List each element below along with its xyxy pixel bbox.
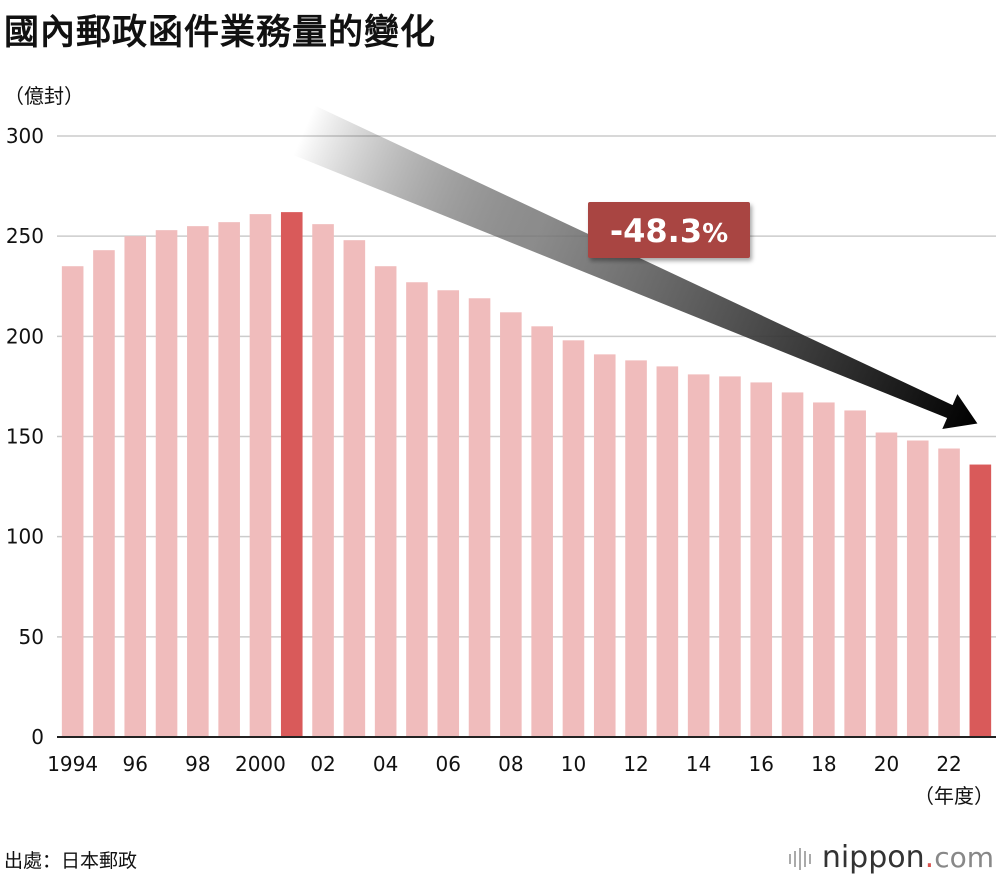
bar	[374, 266, 397, 737]
change-badge-bg	[588, 202, 750, 258]
x-tick-label: 20	[874, 752, 899, 776]
x-axis-ticks: 1994 96 98 2000 02 04 06 08 10 12 14 16 18 20 22	[47, 752, 962, 776]
bar	[437, 290, 460, 737]
y-tick-label: 300	[6, 124, 44, 148]
x-tick-label: 02	[310, 752, 335, 776]
bar	[687, 374, 710, 737]
bar	[155, 230, 178, 737]
bar	[875, 432, 898, 737]
bar	[531, 326, 553, 737]
bar	[656, 366, 679, 737]
change-value: -48.3	[610, 212, 702, 250]
x-tick-label: 14	[686, 752, 711, 776]
bar	[61, 266, 84, 737]
bar	[187, 226, 209, 737]
brand-mark-icon	[788, 840, 814, 875]
bar	[593, 354, 616, 737]
bar	[750, 382, 773, 737]
x-tick-label: 16	[749, 752, 774, 776]
change-badge: -48.3%	[588, 202, 750, 258]
bar	[93, 250, 115, 737]
x-tick-label: 12	[623, 752, 648, 776]
x-tick-label: 96	[123, 752, 148, 776]
x-axis-unit-label: （年度）	[914, 784, 994, 808]
bar	[218, 222, 240, 738]
source-note: 出處：日本郵政	[4, 850, 138, 872]
y-tick-label: 250	[6, 224, 44, 248]
y-axis-unit-label: （億封）	[4, 84, 84, 108]
bar	[781, 392, 804, 737]
change-percent-sign: %	[702, 219, 728, 249]
bar-highlighted	[969, 464, 992, 737]
change-badge-label: -48.3%	[610, 212, 728, 250]
bar	[406, 282, 428, 737]
x-tick-label: 08	[498, 752, 523, 776]
x-tick-label: 1994	[47, 752, 98, 776]
y-tick-label: 50	[19, 625, 44, 649]
y-tick-label: 0	[31, 725, 44, 749]
bar	[124, 236, 147, 737]
x-tick-label: 98	[185, 752, 210, 776]
x-tick-label: 18	[811, 752, 836, 776]
grid-lines	[57, 135, 996, 638]
bar	[844, 410, 866, 737]
brand-dot: .	[924, 840, 935, 875]
brand-name: nippon	[821, 840, 925, 875]
x-tick-label: 04	[373, 752, 398, 776]
bar	[813, 402, 835, 737]
bar	[468, 298, 491, 737]
x-tick-label: 22	[936, 752, 961, 776]
bar	[562, 340, 585, 737]
y-tick-label: 150	[6, 425, 44, 449]
bar	[249, 214, 272, 737]
trend-arrow	[293, 105, 978, 430]
x-tick-label: 06	[436, 752, 461, 776]
bar-highlighted	[280, 212, 303, 738]
y-tick-label: 200	[6, 324, 44, 348]
bars	[57, 212, 996, 738]
brand-logo: nippon. com	[788, 840, 994, 875]
y-axis-ticks: 0 50 100 150 200 250 300	[6, 124, 44, 749]
chart-title: 國內郵政函件業務量的變化	[4, 13, 437, 53]
brand-tld: com	[934, 841, 994, 874]
bar	[500, 312, 522, 737]
bar	[938, 448, 960, 737]
y-tick-label: 100	[6, 525, 44, 549]
x-tick-label: 2000	[235, 752, 286, 776]
bar	[312, 224, 334, 737]
bar	[343, 240, 366, 737]
bar	[625, 360, 647, 737]
bar	[719, 376, 741, 737]
x-tick-label: 10	[561, 752, 586, 776]
bar	[906, 440, 929, 737]
